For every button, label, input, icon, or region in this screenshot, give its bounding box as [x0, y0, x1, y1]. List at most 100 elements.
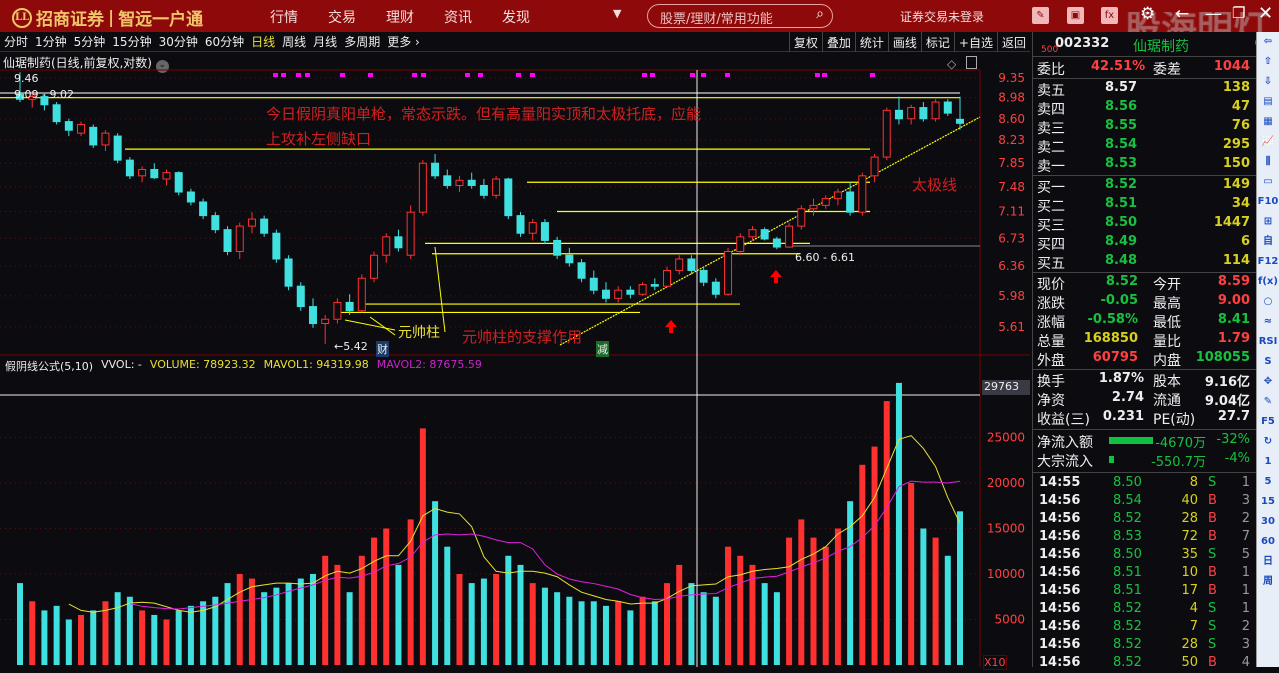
sidebar-tool-icon[interactable]: S [1264, 356, 1272, 367]
trade-tick-row: 14:56 8.51 17 B 1 [1033, 583, 1256, 601]
chart-toolbar: 复权 叠加 统计 画线 标记 +自选 返回 [788, 32, 1030, 52]
tool-button-6[interactable]: 返回 [996, 32, 1030, 52]
sidebar-tool-icon[interactable]: ○ [1263, 296, 1273, 307]
search-icon[interactable]: ⌕ [816, 6, 824, 22]
volume-bar [859, 464, 866, 665]
tab-period-6[interactable]: 日线 [251, 35, 276, 49]
login-status[interactable]: 证券交易未登录 [900, 10, 985, 24]
ask-label: 卖一 [1037, 159, 1065, 175]
annotation-main: 今日假阴真阳单枪，常态示跌。但有高量阳实顶和太极托底，应能上攻补左侧缺口 [266, 105, 702, 148]
sidebar-tool-icon[interactable]: 60 [1261, 536, 1275, 547]
sidebar-tool-icon[interactable]: 1 [1264, 456, 1272, 467]
sidebar-tool-icon[interactable]: ⇧ [1263, 56, 1273, 67]
volume-bar [871, 446, 878, 665]
volume-bar [102, 601, 109, 665]
sidebar-tool-icon[interactable]: 30 [1261, 516, 1275, 527]
sidebar-tool-icon[interactable]: ⊞ [1263, 216, 1273, 227]
ask-price: 8.53 [1105, 156, 1138, 171]
tab-period-7[interactable]: 周线 [282, 35, 307, 49]
bid-volume: 6 [1240, 234, 1250, 249]
sidebar-tool-icon[interactable]: ✥ [1263, 376, 1273, 387]
sidebar-tool-icon[interactable]: ✎ [1263, 396, 1273, 407]
annotation-arrow [369, 316, 396, 336]
close-icon[interactable]: ✕ [1258, 3, 1274, 24]
flow-value: -4670万 [1155, 436, 1206, 451]
cube-icon[interactable]: ▣ [1067, 7, 1084, 24]
stock-name[interactable]: 仙琚制药 [1133, 39, 1189, 55]
volume-bar [224, 583, 231, 665]
sidebar-tool-icon[interactable]: ⇦ [1263, 36, 1273, 47]
sidebar-tool-icon[interactable]: ⇩ [1263, 76, 1273, 87]
tab-period-8[interactable]: 月线 [313, 35, 338, 49]
sidebar-tool-icon[interactable]: 自 [1263, 236, 1273, 247]
candle-body [736, 236, 745, 252]
nav-zixun[interactable]: 资讯 [444, 10, 472, 26]
restore-icon[interactable]: ❐ [1232, 4, 1246, 22]
trade-tick-row: 14:56 8.52 28 S 3 [1033, 637, 1256, 655]
tool-button-5[interactable]: +自选 [953, 32, 997, 52]
tool-button-0[interactable]: 复权 [788, 32, 822, 52]
nav-faxian[interactable]: 发现 [502, 10, 530, 26]
sidebar-tool-icon[interactable]: RSI [1258, 336, 1278, 347]
tool-button-2[interactable]: 统计 [854, 32, 888, 52]
tab-period-1[interactable]: 1分钟 [35, 35, 67, 49]
sidebar-tool-icon[interactable]: 日 [1263, 556, 1273, 567]
volume-bar [554, 592, 561, 665]
stock-code: 002332 [1055, 36, 1110, 51]
indicator-name[interactable]: 假阴线公式(5,10) [5, 360, 94, 373]
tab-period-10[interactable]: 更多 › [387, 35, 420, 49]
tool-button-3[interactable]: 画线 [887, 32, 921, 52]
volume-bar [187, 605, 194, 665]
flow-row: 净流入额 -4670万 -32% [1033, 432, 1256, 451]
minimize-icon[interactable]: — [1205, 4, 1222, 24]
edit-icon[interactable]: ✎ [1032, 7, 1049, 24]
tab-period-3[interactable]: 15分钟 [112, 35, 152, 49]
settings-icon[interactable]: ⚙ [1140, 4, 1156, 24]
tab-period-4[interactable]: 30分钟 [158, 35, 198, 49]
sidebar-tool-icon[interactable]: 5 [1264, 476, 1272, 487]
tool-button-1[interactable]: 叠加 [821, 32, 855, 52]
volume-bar [114, 592, 121, 665]
fx-icon[interactable]: fx [1101, 7, 1118, 24]
kline-chart[interactable]: 9.35 8.98 8.60 8.23 7.85 7.48 7.11 6.73 6.36 5.98… [0, 52, 1030, 667]
sidebar-tool-icon[interactable]: f(x) [1258, 276, 1278, 287]
sidebar-tool-icon[interactable]: ▤ [1263, 96, 1273, 107]
ask-volume: 138 [1222, 80, 1250, 95]
volume-bar [126, 596, 133, 665]
search-input[interactable]: 股票/理财/常用功能 ⌕ [647, 4, 833, 28]
sidebar-tool-icon[interactable]: 15 [1261, 496, 1275, 507]
nav-licai[interactable]: 理财 [386, 10, 414, 26]
sidebar-tool-icon[interactable]: 周 [1263, 576, 1273, 587]
volume-bar [285, 583, 292, 665]
sidebar-tool-icon[interactable]: ▦ [1263, 116, 1273, 127]
sidebar-tool-icon[interactable]: F12 [1257, 256, 1279, 267]
tab-period-9[interactable]: 多周期 [344, 35, 381, 49]
back-icon[interactable]: ← [1175, 4, 1190, 24]
sidebar-tool-icon[interactable]: ≈ [1263, 316, 1273, 327]
nav-jiaoyi[interactable]: 交易 [328, 10, 356, 26]
nav-hangqing[interactable]: 行情 [270, 10, 298, 26]
diamond-icon[interactable]: ◇ [947, 57, 957, 71]
volume-bar [908, 483, 915, 665]
signal-marker [516, 73, 521, 77]
sidebar-tool-icon[interactable]: 📈 [1261, 136, 1275, 147]
sidebar-tool-icon[interactable]: ↻ [1263, 436, 1273, 447]
sidebar-tool-icon[interactable]: F5 [1261, 416, 1275, 427]
reduce-badge[interactable]: 减 [596, 341, 609, 357]
mavol1-line [68, 435, 961, 613]
tab-period-0[interactable]: 分时 [4, 35, 29, 49]
sidebar-tool-icon[interactable]: F10 [1257, 196, 1279, 207]
taiji-trendline [559, 116, 981, 346]
dropdown-icon[interactable]: ▼ [613, 7, 622, 20]
sidebar-tool-icon[interactable]: ▭ [1263, 176, 1273, 187]
signal-marker [701, 73, 706, 77]
finance-badge[interactable]: 财 [376, 341, 389, 357]
sidebar-tool-icon[interactable]: ⫼ [1265, 156, 1271, 167]
tick-count: 4 [1241, 655, 1250, 670]
signal-marker [412, 73, 417, 77]
tool-button-4[interactable]: 标记 [920, 32, 954, 52]
tab-period-5[interactable]: 60分钟 [204, 35, 245, 49]
panel-toggle-icon[interactable] [966, 56, 977, 69]
tab-period-2[interactable]: 5分钟 [73, 35, 106, 49]
candle-body [162, 172, 171, 180]
